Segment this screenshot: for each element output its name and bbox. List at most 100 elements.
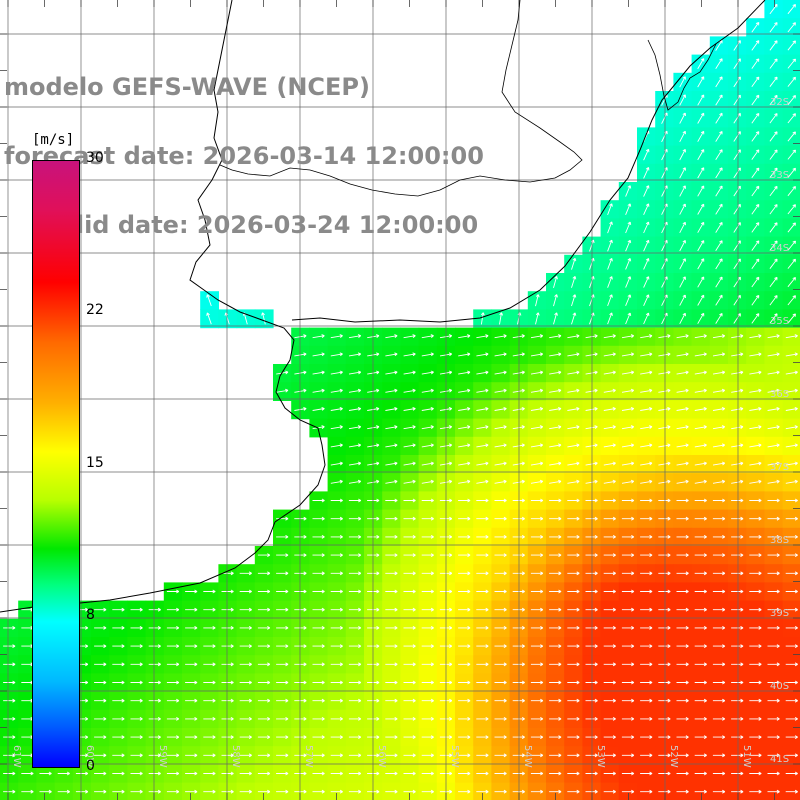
wind-arrow: [330, 698, 343, 703]
wind-arrow: [385, 370, 398, 375]
wind-arrow: [112, 680, 125, 685]
wind-arrow: [494, 406, 507, 411]
wind-arrow: [785, 662, 798, 667]
longitude-label: 60W: [84, 745, 95, 768]
wind-arrow: [494, 498, 507, 503]
wind-arrow: [312, 717, 325, 721]
wind-arrow: [621, 735, 635, 739]
wind-arrow: [694, 644, 707, 648]
wind-arrow: [697, 112, 705, 124]
latitude-label: 39S: [770, 608, 789, 619]
wind-arrow: [39, 789, 52, 794]
wind-arrow: [276, 516, 289, 521]
wind-arrow: [276, 607, 289, 612]
wind-arrow: [421, 370, 434, 375]
wind-arrow: [403, 607, 416, 612]
wind-arrow: [571, 276, 577, 288]
wind-arrow: [694, 626, 707, 630]
coastline-north: [291, 0, 766, 323]
wind-arrow: [312, 698, 325, 703]
wind-arrow: [130, 680, 143, 685]
wind-arrow: [403, 680, 416, 685]
wind-arrow: [530, 644, 544, 648]
wind-arrow: [715, 94, 723, 106]
wind-arrow: [494, 479, 507, 484]
wind-arrow: [585, 607, 598, 612]
wind-arrow: [348, 535, 362, 539]
wind-arrow: [731, 425, 744, 430]
wind-arrow: [530, 406, 544, 411]
wind-arrow: [676, 753, 689, 758]
wind-arrow: [658, 406, 671, 411]
wind-arrow: [549, 571, 562, 576]
wind-arrow: [679, 76, 686, 88]
wind-arrow: [567, 479, 580, 484]
wind-arrow: [203, 717, 216, 721]
wind-arrow: [239, 662, 252, 667]
wind-arrow: [767, 461, 780, 466]
wind-arrow: [640, 644, 653, 648]
wind-arrow: [480, 312, 485, 325]
wind-arrow: [731, 406, 744, 411]
wind-arrow: [257, 789, 271, 794]
wind-arrow: [607, 257, 613, 270]
wind-arrow: [749, 680, 762, 685]
latitude-labels: 32S 33S 34S 35S 36S 37S 38S 39S 40S 41S: [770, 97, 789, 765]
wind-arrow: [403, 516, 416, 521]
wind-arrow: [785, 626, 798, 630]
wind-arrow: [621, 644, 635, 648]
wind-arrow: [679, 240, 686, 252]
wind-arrow: [767, 607, 780, 612]
wind-arrow: [603, 571, 616, 576]
wind-arrow: [94, 698, 107, 703]
wind-arrow: [769, 258, 778, 269]
longitude-label: 59W: [157, 745, 168, 768]
wind-arrow: [330, 735, 343, 739]
wind-arrow: [239, 589, 252, 594]
wind-arrow: [312, 789, 325, 794]
wind-arrow: [549, 370, 562, 375]
wind-arrow: [679, 149, 686, 161]
wind-arrow: [567, 516, 580, 521]
wind-arrow: [148, 662, 161, 667]
wind-arrow: [166, 698, 180, 703]
wind-arrow: [330, 498, 343, 503]
wind-arrow: [585, 753, 598, 758]
wind-arrow: [767, 753, 780, 758]
wind-arrow: [751, 76, 760, 88]
wind-arrow: [458, 443, 471, 448]
wind-arrow: [348, 406, 362, 411]
wind-arrow: [640, 553, 653, 557]
wind-arrow: [530, 516, 544, 521]
wind-arrow: [549, 425, 562, 430]
wind-arrow: [476, 607, 489, 612]
wind-arrow: [621, 607, 635, 612]
wind-arrow: [640, 443, 653, 448]
wind-arrow: [57, 771, 70, 776]
wind-arrow: [769, 222, 778, 233]
wind-arrow: [476, 443, 489, 448]
wind-arrow: [94, 753, 107, 758]
wind-arrow: [785, 644, 798, 648]
wind-arrow: [676, 553, 689, 557]
wind-arrow: [257, 644, 271, 648]
wind-arrow: [148, 789, 161, 794]
wind-arrow: [585, 626, 598, 630]
wind-arrow: [94, 662, 107, 667]
wind-arrow: [567, 443, 580, 448]
wind-arrow: [567, 425, 580, 430]
wind-arrow: [421, 571, 434, 576]
wind-arrow: [643, 185, 650, 197]
wind-arrow: [549, 498, 562, 503]
wind-arrow: [679, 112, 686, 124]
wind-arrow: [585, 535, 598, 539]
wind-arrow: [221, 644, 234, 648]
wind-arrow: [787, 131, 796, 142]
wind-arrow: [785, 498, 798, 503]
wind-arrow: [585, 425, 598, 430]
wind-arrow: [567, 626, 580, 630]
wind-arrow: [348, 388, 362, 393]
longitude-label: 55W: [449, 745, 460, 768]
wind-arrow: [148, 607, 161, 612]
wind-arrow: [166, 626, 180, 630]
